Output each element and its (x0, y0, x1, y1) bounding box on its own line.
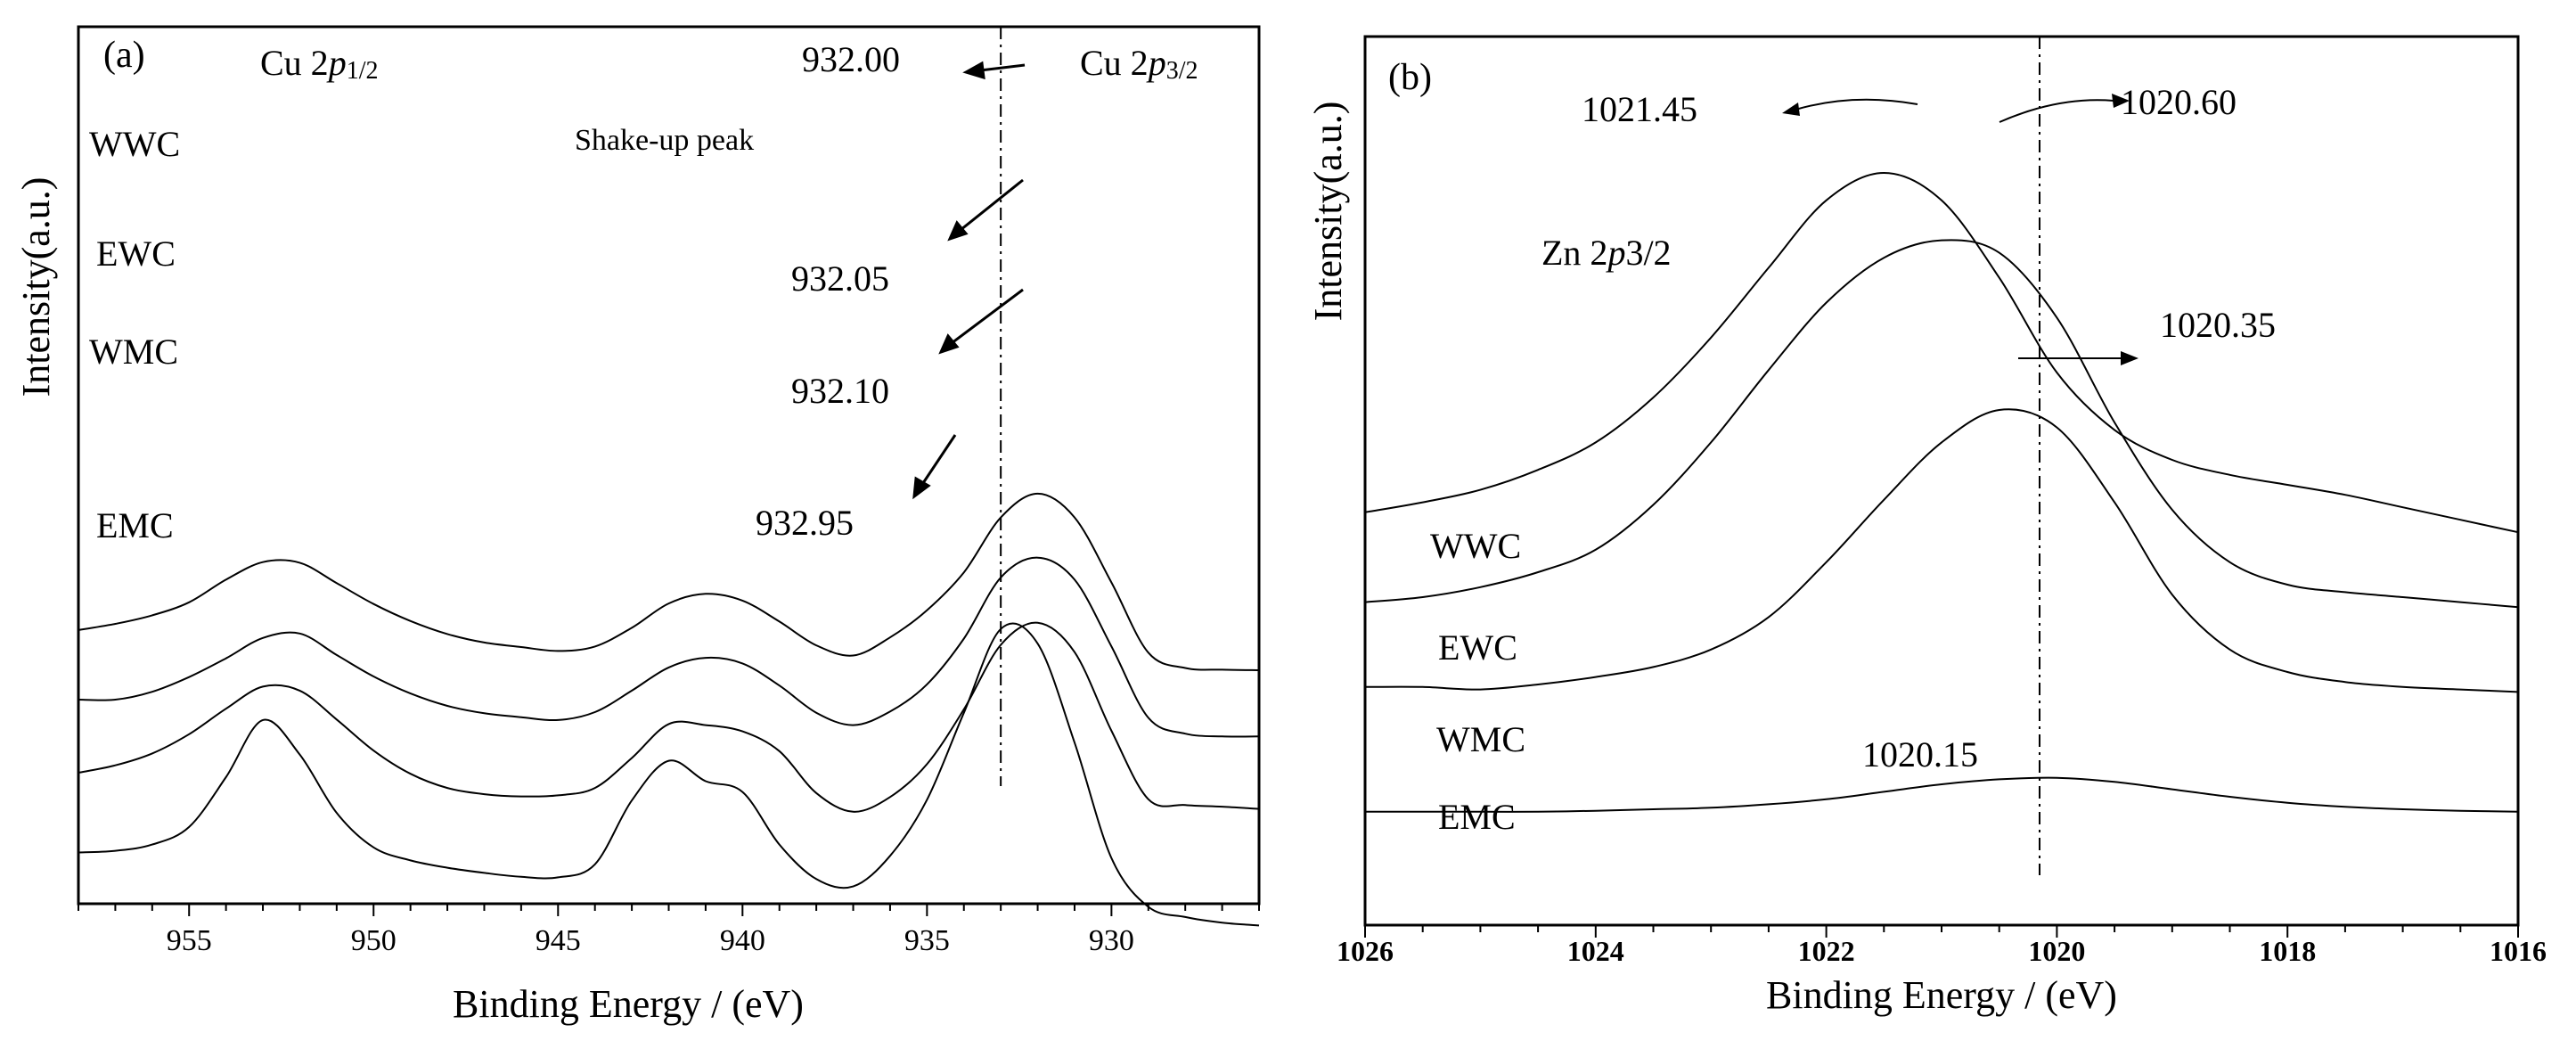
curves-a (78, 492, 1260, 927)
arrow-emc-a (921, 434, 957, 484)
series-label-ewc-a: EWC (96, 234, 176, 274)
arrowhead-ewc-a (947, 220, 969, 242)
x-tick-label-b-1020: 1020 (2028, 935, 2085, 967)
panel-a-cu-2p: 955 950 945 940 935 930 (a) Cu 2p1/2 Cu 2p3/2… (14, 25, 1261, 1026)
peak-value-wwc-a: 932.00 (802, 39, 900, 79)
series-line-ewc-b (1364, 239, 2519, 609)
peak-value-emc-a: 932.95 (756, 503, 854, 543)
arrowheads-b (1782, 94, 2138, 365)
arrow-ewc-b (1999, 99, 2114, 123)
x-tick-label-b-1024: 1024 (1567, 935, 1624, 967)
series-label-emc-a: EMC (96, 505, 174, 545)
series-line-wwc-a (78, 492, 1260, 671)
x-axis-title-a: Binding Energy / (eV) (453, 982, 804, 1026)
peak-value-emc-b: 1020.15 (1862, 734, 1978, 774)
peak-value-wwc-b: 1021.45 (1582, 89, 1697, 129)
series-label-wwc-a: WWC (89, 124, 180, 164)
y-axis-title-b: Intensity(a.u.) (1306, 102, 1350, 322)
series-line-emc-b (1365, 776, 2519, 813)
y-axis-title-a: Intensity(a.u.) (14, 177, 58, 397)
plot-frame-b (1363, 35, 2520, 927)
series-label-wwc-b: WWC (1430, 526, 1521, 566)
arrow-ewc-a (960, 178, 1024, 232)
peak-value-ewc-a: 932.05 (791, 258, 889, 299)
series-line-wmc-b (1364, 408, 2519, 693)
curves-b (1364, 171, 2519, 813)
arrows-a (912, 61, 1026, 500)
series-label-ewc-b: EWC (1438, 627, 1517, 668)
series-label-wmc-a: WMC (89, 332, 178, 372)
series-line-ewc-a (78, 556, 1260, 738)
series-line-wwc-b (1364, 171, 2519, 534)
arrows-b (1795, 98, 2125, 359)
arrow-wwc-a (979, 63, 1026, 72)
series-line-emc-a (78, 622, 1260, 927)
zn-2p32-label: Zn 2p3/2 (1542, 233, 1672, 273)
x-tick-label-a-950: 950 (351, 924, 397, 957)
arrowhead-ewc-b (2112, 94, 2130, 108)
x-tick-label-a-940: 940 (720, 924, 765, 957)
arrowhead-wmc-a (938, 333, 960, 355)
panel-tag-b: (b) (1388, 57, 1432, 98)
x-tick-label-b-1026: 1026 (1337, 935, 1394, 967)
series-line-wmc-a (78, 621, 1260, 813)
x-tick-label-a-945: 945 (536, 924, 581, 957)
arrowhead-wwc-b (1782, 102, 1800, 116)
x-tick-label-b-1016: 1016 (2490, 935, 2547, 967)
x-axis-title-b: Binding Energy / (eV) (1766, 973, 2117, 1017)
arrow-wwc-b (1795, 98, 1918, 111)
peak-value-wmc-b: 1020.35 (2160, 305, 2276, 345)
x-tick-label-a-935: 935 (904, 924, 950, 957)
peak-value-wmc-a: 932.10 (791, 371, 889, 411)
series-label-wmc-b: WMC (1436, 719, 1525, 759)
x-tick-label-b-1022: 1022 (1798, 935, 1855, 967)
cu-2p12-label: Cu 2p1/2 (260, 43, 378, 85)
x-tick-label-a-930: 930 (1089, 924, 1134, 957)
x-tick-label-b-1018: 1018 (2259, 935, 2316, 967)
arrowhead-wwc-a (962, 61, 985, 80)
arrowhead-emc-a (912, 476, 931, 500)
peak-value-ewc-b: 1020.60 (2121, 82, 2237, 122)
x-ticks-a: 955 950 945 940 935 930 (78, 904, 1260, 957)
series-label-emc-b: EMC (1438, 797, 1516, 837)
x-tick-label-a-955: 955 (167, 924, 212, 957)
arrow-wmc-a (951, 288, 1024, 345)
shakeup-peak-label: Shake-up peak (575, 124, 754, 157)
plot-frame-a (77, 25, 1261, 906)
x-ticks-b: 1026 1024 1022 1020 1018 1016 (1337, 925, 2547, 967)
cu-2p32-label: Cu 2p3/2 (1080, 43, 1198, 85)
arrowhead-wmc-b (2121, 351, 2138, 365)
panel-tag-a: (a) (103, 35, 145, 76)
panel-b-zn-2p: 1026 1024 1022 1020 1018 1016 (b) Zn 2p3/2 WW… (1306, 35, 2547, 1017)
